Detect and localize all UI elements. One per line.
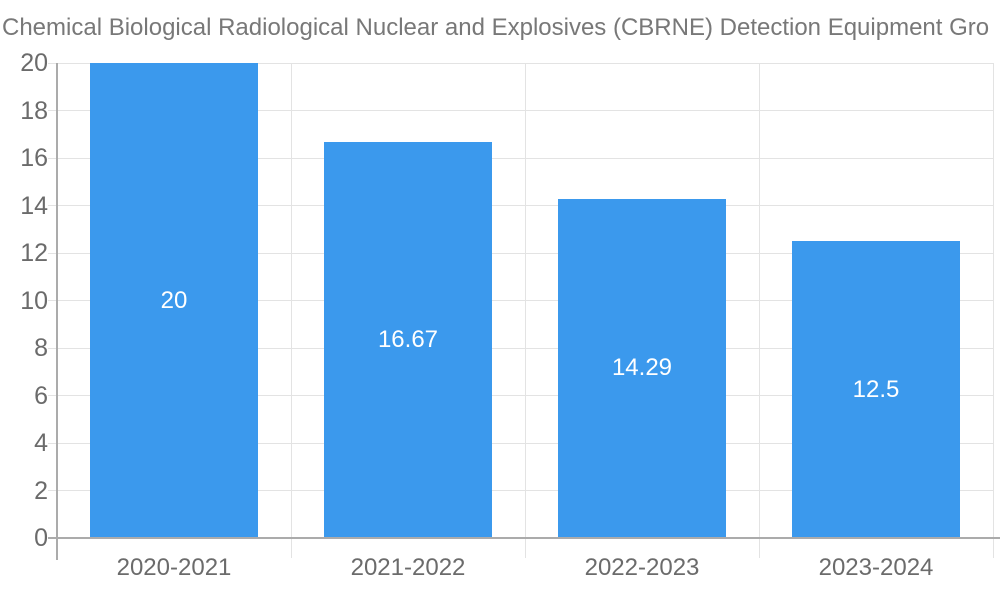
y-tick-label: 10 (20, 286, 48, 315)
bar (89, 63, 259, 538)
y-tick-label: 18 (20, 96, 48, 125)
y-tick (48, 252, 57, 254)
y-tick (48, 300, 57, 301)
y-tick-label: 6 (34, 381, 48, 410)
y-tick-label: 4 (34, 429, 48, 457)
chart-title: Chemical Biological Radiological Nuclear… (2, 14, 990, 41)
y-tick (48, 205, 57, 206)
y-tick-label: 2 (34, 476, 48, 505)
y-tick-label: 8 (34, 334, 48, 362)
y-tick (48, 347, 57, 349)
x-tick (290, 538, 292, 558)
y-tick (48, 395, 57, 396)
x-tick-label: 2022-2023 (584, 554, 700, 581)
y-tick-label: 16 (20, 144, 48, 172)
y-tick (48, 490, 57, 491)
y-tick (48, 442, 57, 444)
y-tick (48, 62, 57, 64)
y-tick-label: 14 (20, 191, 48, 220)
bar-value-label: 12.5 (852, 375, 900, 403)
x-tick-label: 2021-2022 (350, 554, 466, 581)
y-tick-label: 12 (20, 239, 48, 267)
x-tick (758, 538, 760, 558)
x-tick-label: 2020-2021 (116, 554, 232, 581)
category-separator (524, 63, 526, 538)
category-separator (992, 63, 994, 538)
bar (557, 198, 727, 538)
bar-value-label: 20 (160, 286, 188, 314)
bar-value-label: 14.29 (611, 354, 673, 382)
x-axis-line (48, 537, 1000, 539)
category-separator (758, 63, 760, 538)
y-tick (48, 110, 57, 111)
bar-value-label: 16.67 (377, 326, 439, 354)
bar (791, 241, 961, 538)
x-tick (524, 538, 526, 558)
y-tick (48, 157, 57, 159)
y-tick-label: 20 (20, 49, 48, 77)
category-separator (290, 63, 292, 538)
y-tick-label: 0 (34, 524, 48, 552)
x-tick-label: 2023-2024 (818, 554, 934, 581)
bar (323, 142, 493, 538)
y-axis-line (56, 63, 58, 560)
x-tick (992, 538, 994, 558)
